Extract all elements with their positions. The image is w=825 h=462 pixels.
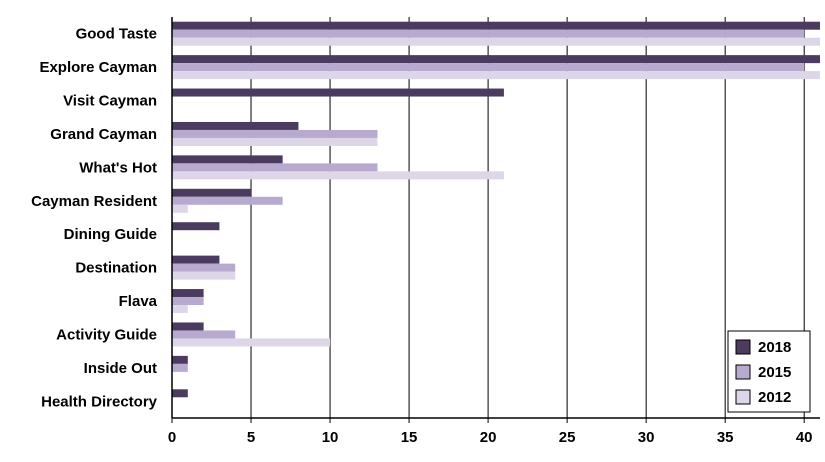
bar: [172, 55, 820, 64]
bar: [172, 21, 820, 30]
bar: [172, 29, 805, 38]
x-tick-label: 40: [796, 429, 813, 446]
bar: [172, 222, 220, 231]
x-tick-label: 0: [168, 429, 176, 446]
bar: [172, 63, 805, 72]
y-tick-label: Dining Guide: [64, 226, 157, 243]
bar: [172, 330, 236, 339]
y-tick-label: Activity Guide: [56, 326, 157, 343]
bar: [172, 129, 378, 138]
bar: [172, 37, 820, 46]
bar: [172, 338, 331, 347]
legend-swatch: [735, 339, 751, 355]
y-tick-label: Good Taste: [76, 26, 157, 43]
y-tick-label: Destination: [75, 260, 157, 277]
x-tick-label: 10: [322, 429, 339, 446]
bar: [172, 188, 252, 197]
bar: [172, 171, 504, 180]
legend-swatch: [735, 389, 751, 405]
x-tick-label: 25: [559, 429, 576, 446]
bar: [172, 121, 299, 130]
y-tick-label: What's Hot: [79, 159, 157, 176]
y-tick-label: Visit Cayman: [63, 93, 157, 110]
bar: [172, 289, 204, 298]
bar: [172, 297, 204, 306]
bar: [172, 355, 188, 364]
bar: [172, 163, 378, 172]
y-tick-label: Health Directory: [41, 393, 158, 410]
x-tick-label: 30: [638, 429, 655, 446]
legend-label: 2012: [758, 389, 791, 406]
bar: [172, 196, 283, 205]
bar: [172, 263, 236, 272]
y-tick-label: Explore Cayman: [39, 59, 157, 76]
bar: [172, 389, 188, 398]
x-tick-label: 35: [717, 429, 734, 446]
legend-swatch: [735, 364, 751, 380]
bar: [172, 305, 188, 314]
x-tick-label: 15: [401, 429, 418, 446]
y-tick-label: Inside Out: [84, 360, 157, 377]
legend-label: 2015: [758, 364, 791, 381]
y-tick-label: Grand Cayman: [50, 126, 157, 143]
y-tick-label: Flava: [119, 293, 158, 310]
bar: [172, 137, 378, 146]
bar: [172, 363, 188, 372]
bar: [172, 322, 204, 331]
legend-label: 2018: [758, 339, 791, 356]
bar: [172, 255, 220, 264]
bar: [172, 155, 283, 164]
bar: [172, 204, 188, 213]
x-tick-label: 5: [247, 429, 255, 446]
bar: [172, 88, 504, 97]
x-tick-label: 20: [480, 429, 497, 446]
y-tick-label: Cayman Resident: [31, 193, 157, 210]
bar: [172, 271, 236, 280]
bar: [172, 71, 820, 80]
